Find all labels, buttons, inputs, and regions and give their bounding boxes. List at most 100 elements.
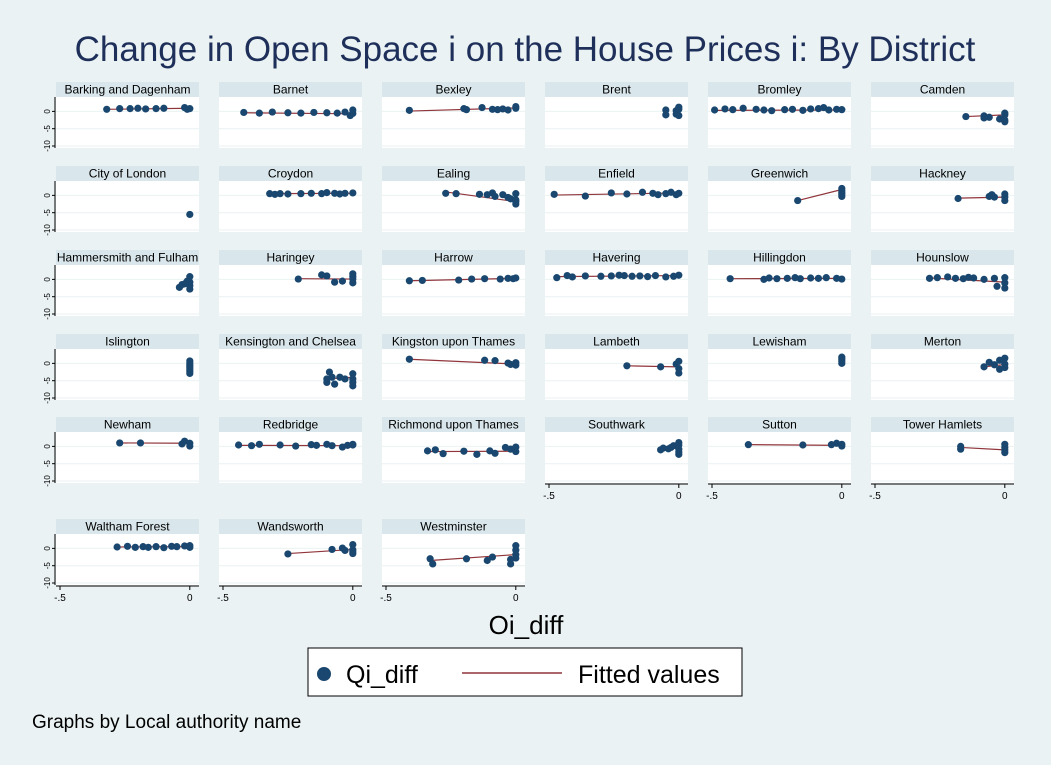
panel-harrow: Harrow bbox=[382, 250, 525, 316]
y-tick-label: 0 bbox=[43, 361, 52, 366]
data-point bbox=[341, 546, 349, 555]
y-tick-label: -10 bbox=[43, 475, 52, 487]
panel-plot-area bbox=[382, 534, 525, 585]
data-point bbox=[186, 542, 194, 550]
panel-title: Waltham Forest bbox=[85, 520, 170, 534]
data-point bbox=[838, 275, 846, 283]
data-point bbox=[675, 441, 683, 449]
panel-strip bbox=[708, 250, 851, 265]
data-point bbox=[944, 273, 952, 281]
data-point bbox=[116, 105, 124, 113]
data-point bbox=[323, 378, 331, 387]
panel-hillingdon: Hillingdon bbox=[708, 250, 851, 316]
data-point bbox=[1001, 363, 1009, 372]
data-point bbox=[1001, 109, 1009, 117]
data-point bbox=[662, 111, 670, 119]
data-point bbox=[276, 190, 284, 198]
data-point bbox=[644, 273, 652, 281]
data-point bbox=[496, 275, 504, 283]
data-point bbox=[475, 190, 484, 198]
data-point bbox=[186, 369, 194, 378]
x-axis-wandsworth: -.5 0 bbox=[217, 585, 362, 604]
panel-strip bbox=[219, 519, 362, 534]
panel-plot-area bbox=[708, 432, 851, 483]
panel-bexley: Bexley bbox=[382, 82, 525, 148]
panel-redbridge: Redbridge bbox=[219, 417, 362, 483]
data-point bbox=[993, 282, 1001, 290]
data-point bbox=[152, 105, 160, 113]
x-axis-westminster: -.5 0 bbox=[380, 585, 525, 604]
data-point bbox=[990, 361, 999, 369]
panel-southwark: Southwark bbox=[545, 417, 688, 483]
panel-plot-area bbox=[219, 265, 362, 316]
data-point bbox=[980, 363, 988, 371]
panel-haringey: Haringey bbox=[219, 250, 362, 316]
data-point bbox=[328, 442, 336, 450]
data-point bbox=[675, 357, 683, 365]
x-axis-waltham-forest: -.5 0 bbox=[54, 585, 199, 604]
panel-lewisham: Lewisham bbox=[708, 334, 851, 400]
panel-title: Richmond upon Thames bbox=[388, 418, 519, 432]
data-point bbox=[292, 442, 300, 450]
data-point bbox=[568, 273, 576, 281]
panel-wandsworth: Wandsworth bbox=[219, 519, 362, 585]
y-tick-label: -10 bbox=[43, 308, 52, 320]
panel-title: Brent bbox=[602, 83, 631, 97]
data-point bbox=[491, 192, 499, 201]
panel-title: Southwark bbox=[588, 418, 646, 432]
panel-barking-and-dagenham: Barking and Dagenham -10 -5 0 bbox=[43, 82, 199, 152]
data-point bbox=[160, 544, 168, 552]
panel-kensington-and-chelsea: Kensington and Chelsea bbox=[219, 334, 362, 400]
data-point bbox=[297, 109, 305, 117]
data-point bbox=[462, 555, 471, 563]
panel-strip bbox=[219, 417, 362, 432]
panel-strip bbox=[382, 417, 525, 432]
panel-title: Barking and Dagenham bbox=[64, 83, 190, 97]
fitted-line bbox=[409, 358, 516, 365]
data-point bbox=[925, 274, 934, 282]
panel-strip bbox=[56, 417, 199, 432]
panel-title: Kensington and Chelsea bbox=[225, 335, 356, 349]
panel-title: Islington bbox=[105, 335, 150, 349]
panel-ealing: Ealing bbox=[382, 166, 525, 232]
data-point bbox=[126, 105, 134, 113]
data-point bbox=[144, 543, 152, 551]
panel-hammersmith-and-fulham: Hammersmith and Fulham -10 -5 0 bbox=[43, 250, 199, 320]
x-tick-label: 0 bbox=[839, 491, 845, 502]
data-point bbox=[349, 189, 357, 197]
data-point bbox=[349, 106, 357, 114]
data-point bbox=[985, 113, 993, 121]
data-point bbox=[284, 190, 292, 198]
x-tick-label: -.5 bbox=[706, 491, 718, 502]
data-point bbox=[504, 274, 512, 282]
y-tick-label: 0 bbox=[43, 546, 52, 551]
data-point bbox=[473, 450, 481, 458]
panel-strip bbox=[56, 250, 199, 265]
data-point bbox=[799, 441, 807, 449]
panel-bromley: Bromley bbox=[708, 82, 851, 148]
data-point bbox=[152, 543, 160, 551]
y-tick-label: -10 bbox=[43, 392, 52, 404]
data-point bbox=[307, 189, 315, 197]
fitted-line bbox=[430, 554, 516, 562]
panel-strip bbox=[545, 334, 688, 349]
legend-marker-icon bbox=[317, 667, 331, 681]
data-point bbox=[452, 190, 460, 198]
data-point bbox=[807, 105, 815, 113]
data-point bbox=[651, 271, 660, 280]
data-point bbox=[951, 274, 960, 282]
panel-strip bbox=[871, 82, 1014, 97]
data-point bbox=[103, 105, 111, 113]
panel-plot-area bbox=[219, 181, 362, 232]
panel-plot-area bbox=[56, 265, 199, 316]
data-point bbox=[240, 108, 248, 117]
data-point bbox=[136, 439, 145, 447]
panel-plot-area bbox=[708, 349, 851, 400]
panel-plot-area bbox=[219, 97, 362, 148]
data-point bbox=[739, 104, 747, 112]
data-point bbox=[234, 441, 243, 449]
data-point bbox=[186, 210, 194, 219]
data-point bbox=[1001, 449, 1009, 457]
panel-title: Bexley bbox=[435, 83, 471, 97]
panel-city-of-london: City of London -10 -5 0 bbox=[43, 166, 199, 236]
